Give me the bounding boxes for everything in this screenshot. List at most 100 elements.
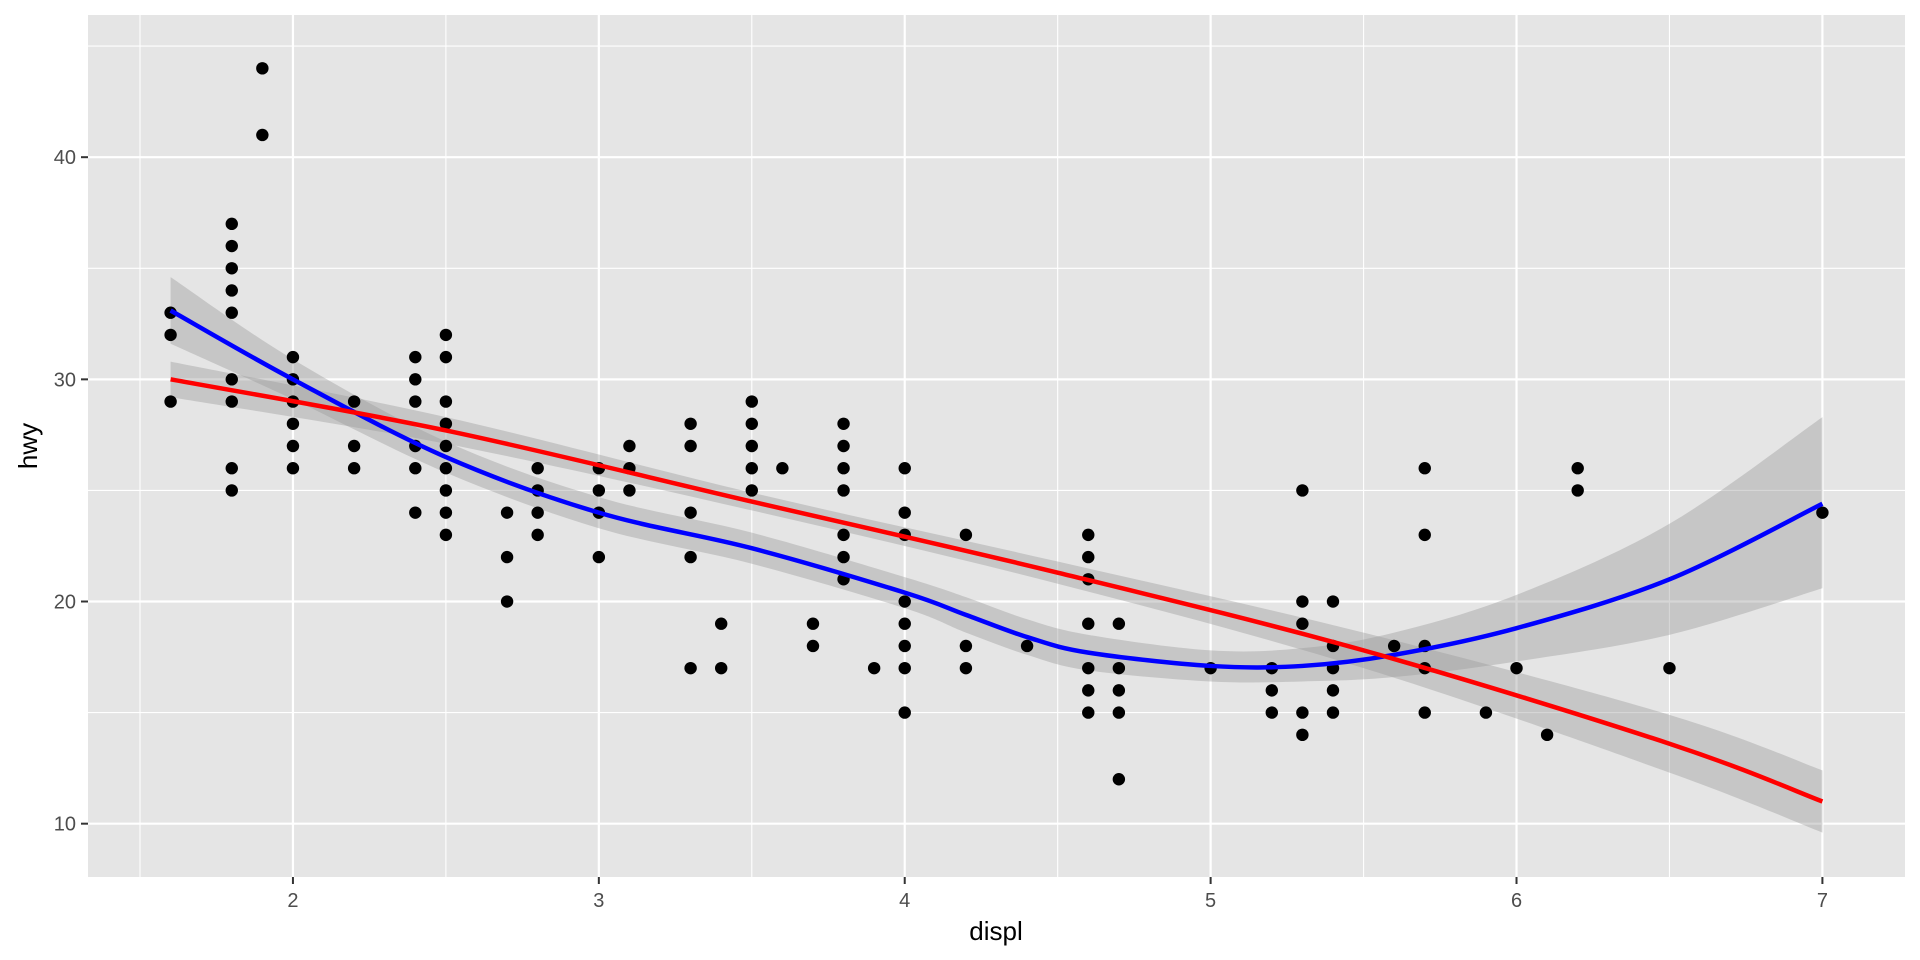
data-point [623, 484, 636, 497]
data-point [684, 661, 697, 675]
data-point [225, 284, 238, 297]
data-point [1296, 484, 1309, 497]
data-point [592, 484, 606, 497]
data-point [1112, 706, 1126, 719]
data-point [1571, 484, 1584, 497]
data-point [1326, 684, 1340, 697]
data-point [837, 439, 850, 453]
data-point [164, 395, 177, 408]
data-point [745, 417, 758, 430]
data-point [1418, 706, 1431, 719]
data-point [592, 550, 606, 564]
data-point [898, 617, 911, 630]
data-point [1296, 595, 1309, 608]
y-axis-title: hwy [13, 423, 43, 469]
data-point [225, 217, 238, 231]
data-point [1265, 684, 1279, 697]
data-point [837, 528, 850, 542]
data-point [256, 128, 269, 142]
data-point [225, 484, 238, 497]
data-point [1326, 706, 1340, 719]
data-point [500, 550, 514, 564]
x-tick-label: 7 [1817, 890, 1828, 912]
data-point [684, 439, 697, 453]
x-tick-label: 2 [287, 890, 298, 912]
data-point [1326, 595, 1340, 608]
data-point [1296, 706, 1309, 719]
data-point [1020, 639, 1034, 653]
data-point [898, 595, 911, 608]
data-points [164, 62, 1829, 786]
data-point [409, 506, 422, 519]
y-axis-ticks: 10 20 30 40 [54, 147, 88, 836]
data-point [1816, 506, 1829, 519]
data-point [959, 639, 973, 653]
x-tick-label: 6 [1511, 890, 1522, 912]
data-point [286, 350, 300, 364]
data-point [1082, 661, 1095, 675]
data-point [806, 617, 820, 630]
data-point [1082, 684, 1095, 697]
data-point [1112, 773, 1126, 786]
data-point [1112, 661, 1126, 675]
data-point [225, 239, 238, 253]
data-point [439, 417, 453, 430]
data-point [1387, 639, 1401, 653]
y-tick-label: 40 [54, 147, 76, 169]
data-point [1418, 462, 1431, 475]
data-point [1265, 706, 1279, 719]
data-point [959, 661, 973, 675]
data-point [164, 328, 177, 342]
data-point [898, 462, 911, 475]
data-point [1510, 661, 1523, 675]
x-tick-label: 3 [593, 890, 604, 912]
data-point [1082, 550, 1095, 564]
data-point [1479, 706, 1493, 719]
y-tick-label: 10 [54, 814, 76, 836]
data-point [1112, 617, 1126, 630]
data-point [898, 706, 911, 719]
data-point [837, 462, 850, 475]
data-point [745, 484, 758, 497]
data-point [1296, 617, 1309, 630]
data-point [867, 661, 881, 675]
data-point [409, 395, 422, 408]
data-point [409, 373, 422, 386]
data-point [439, 350, 453, 364]
data-point [1296, 728, 1309, 742]
data-point [225, 306, 238, 319]
data-point [684, 417, 697, 430]
data-point [531, 462, 544, 475]
data-point [347, 395, 361, 408]
data-point [776, 462, 789, 475]
data-point [225, 262, 238, 275]
data-point [347, 462, 361, 475]
data-point [684, 550, 697, 564]
data-point [745, 395, 758, 408]
data-point [409, 462, 422, 475]
data-point [286, 439, 300, 453]
y-tick-label: 20 [54, 592, 76, 614]
data-point [256, 62, 269, 75]
data-point [714, 661, 728, 675]
data-point [500, 595, 514, 608]
data-point [439, 439, 453, 453]
data-point [286, 462, 300, 475]
data-point [837, 417, 850, 430]
data-point [898, 661, 911, 675]
smooth-line [169, 308, 1824, 670]
data-point [898, 639, 911, 653]
data-point [806, 639, 820, 653]
data-point [439, 328, 453, 342]
x-axis-title: displ [969, 916, 1022, 946]
panel-background [88, 15, 1905, 877]
data-point [225, 373, 238, 386]
data-point [1418, 528, 1431, 542]
data-point [684, 506, 697, 519]
data-point [439, 462, 453, 475]
data-point [745, 462, 758, 475]
data-point [409, 350, 422, 364]
data-point [959, 528, 973, 542]
data-point [837, 484, 850, 497]
